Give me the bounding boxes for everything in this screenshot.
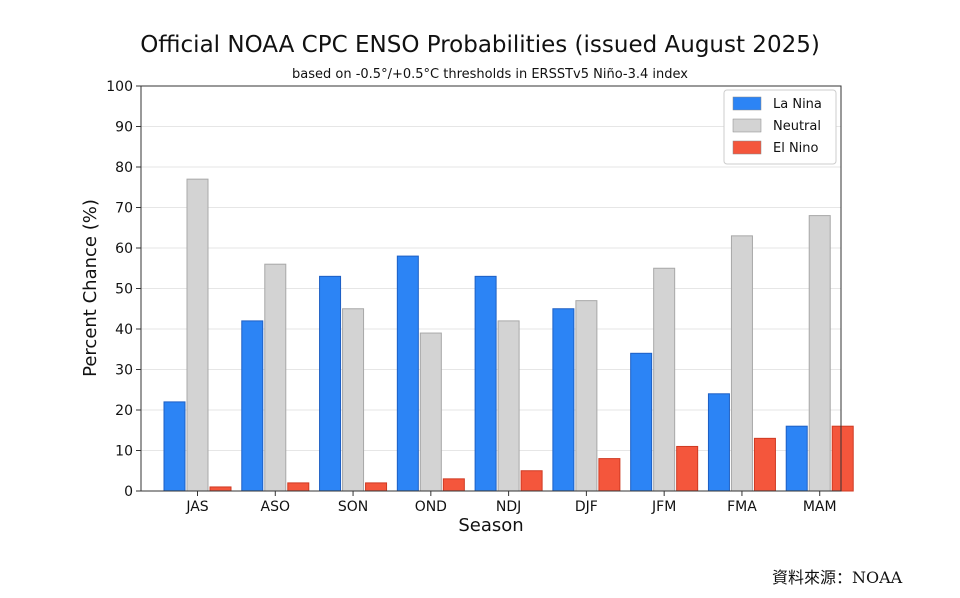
bar-el-nino: [520, 470, 543, 492]
bar-neutral: [575, 300, 598, 492]
bar-el-nino: [442, 478, 465, 492]
x-tick-label: ASO: [261, 499, 290, 515]
x-tick-label: JFM: [651, 499, 676, 515]
y-axis-ticks: 0 10 20 30 40 50 60 70 80 90 100: [106, 79, 141, 500]
x-tick-label: OND: [415, 499, 447, 515]
y-tick-label: 0: [124, 484, 133, 500]
bar-neutral: [808, 215, 831, 492]
legend: La Nina Neutral El Nino: [723, 89, 837, 165]
bar-el-nino: [287, 482, 310, 492]
y-tick-label: 80: [115, 160, 133, 176]
x-axis-ticks: JAS ASO SON OND NDJ DJF JFM FMA MAM: [185, 491, 837, 515]
y-tick-label: 60: [115, 241, 133, 257]
legend-label: Neutral: [773, 119, 821, 134]
legend-swatch: [732, 140, 762, 155]
source-note: 資料來源：NOAA: [772, 568, 903, 587]
bar-la-nina: [163, 401, 186, 492]
legend-label: La Nina: [773, 97, 822, 112]
bar-el-nino: [676, 445, 699, 492]
x-tick-label: JAS: [185, 499, 208, 515]
chart-title: Official NOAA CPC ENSO Probabilities (is…: [140, 32, 820, 58]
bar-la-nina: [319, 275, 342, 492]
bar-la-nina: [241, 320, 264, 492]
bar-neutral: [730, 235, 753, 492]
bars: [163, 178, 854, 492]
bar-la-nina: [396, 255, 419, 492]
bar-neutral: [186, 178, 209, 492]
y-axis-label: Percent Chance (%): [80, 199, 101, 377]
legend-swatch: [732, 96, 762, 111]
bar-el-nino: [365, 482, 388, 492]
bar-el-nino: [209, 486, 232, 492]
legend-swatch: [732, 118, 762, 133]
bar-la-nina: [707, 393, 730, 492]
bar-el-nino: [598, 458, 621, 492]
y-tick-label: 70: [115, 201, 133, 217]
legend-label: El Nino: [773, 141, 819, 156]
x-axis-label: Season: [458, 515, 523, 536]
x-tick-label: SON: [338, 499, 368, 515]
chart-subtitle: based on -0.5°/+0.5°C thresholds in ERSS…: [292, 67, 688, 82]
bar-la-nina: [630, 352, 653, 492]
bar-neutral: [342, 308, 365, 492]
y-tick-label: 20: [115, 403, 133, 419]
x-tick-label: NDJ: [496, 499, 521, 515]
x-tick-label: MAM: [803, 499, 837, 515]
y-tick-label: 10: [115, 444, 133, 460]
bar-el-nino: [753, 437, 776, 492]
bar-el-nino: [831, 425, 854, 492]
bar-la-nina: [474, 275, 497, 492]
bar-neutral: [497, 320, 520, 492]
y-tick-label: 30: [115, 363, 133, 379]
x-tick-label: FMA: [727, 499, 757, 515]
bar-la-nina: [785, 425, 808, 492]
x-tick-label: DJF: [575, 499, 598, 515]
y-tick-label: 40: [115, 322, 133, 338]
y-tick-label: 100: [106, 79, 133, 95]
bar-neutral: [264, 263, 287, 492]
bar-neutral: [419, 332, 442, 492]
y-tick-label: 50: [115, 282, 133, 298]
bar-neutral: [653, 267, 676, 492]
y-tick-label: 90: [115, 120, 133, 136]
bar-la-nina: [552, 308, 575, 492]
